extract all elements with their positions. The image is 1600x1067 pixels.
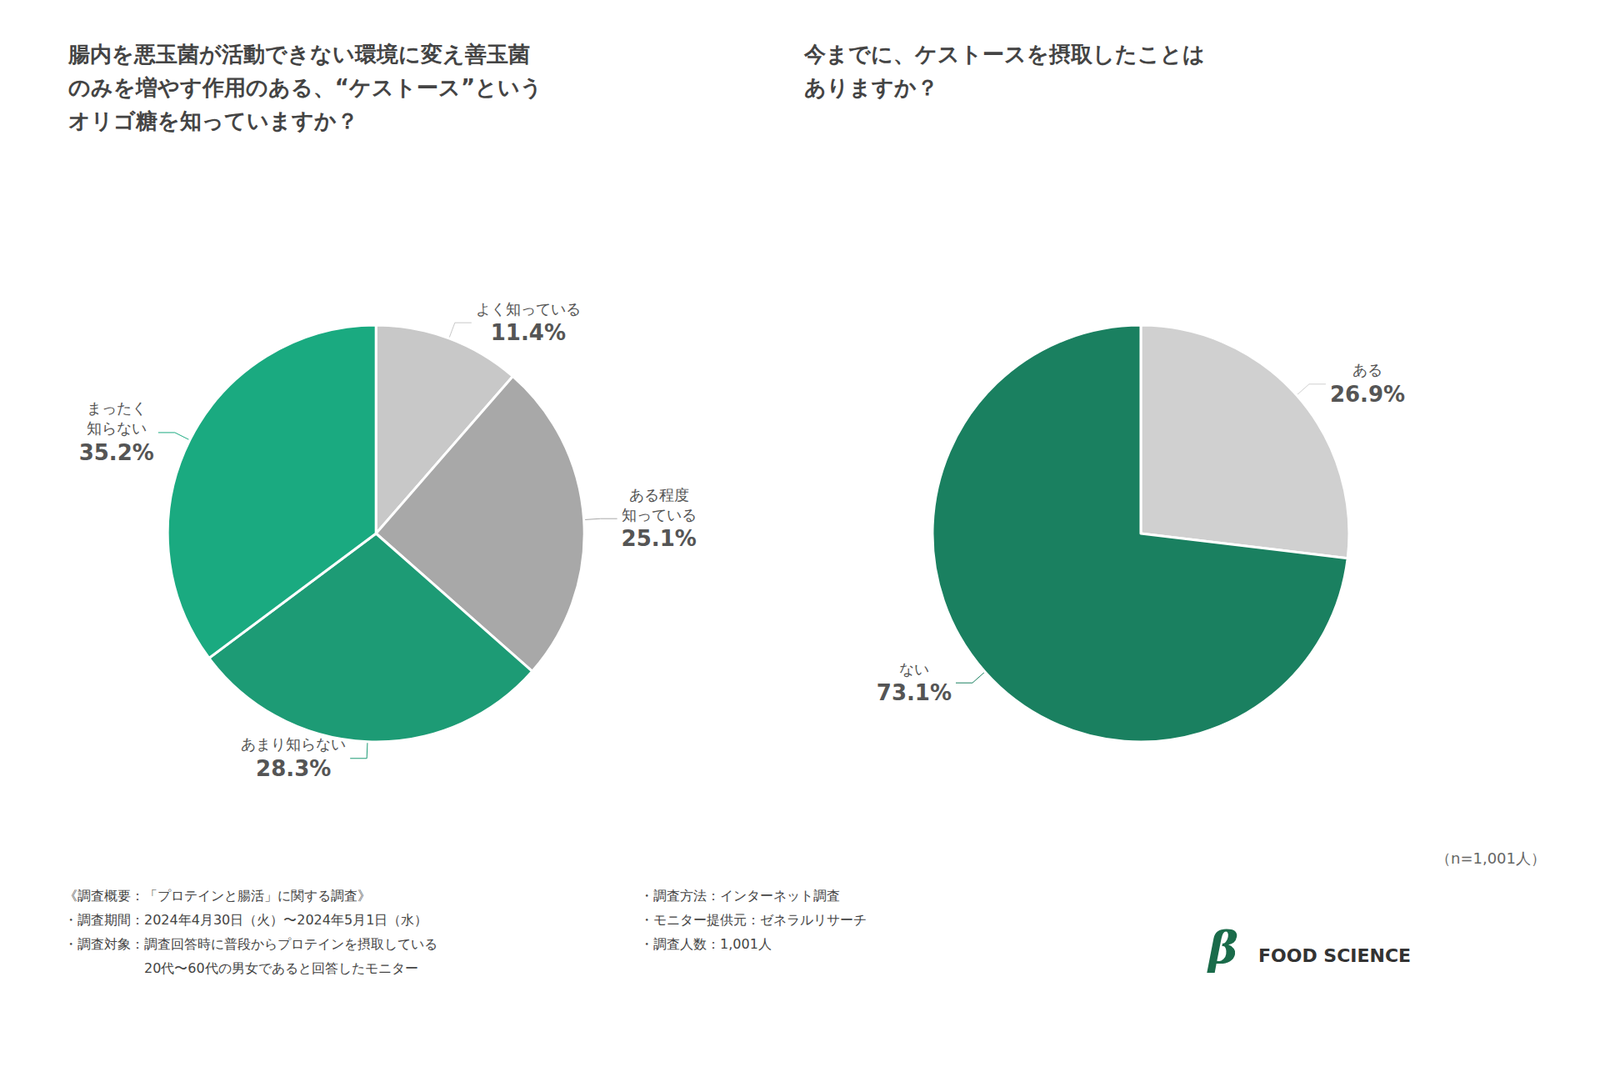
svg-text:ある程度: ある程度 <box>629 485 690 504</box>
svg-text:あまり知らない: あまり知らない <box>240 735 346 753</box>
svg-text:・調査期間：2024年4月30日（火）〜2024年5月1日（: ・調査期間：2024年4月30日（火）〜2024年5月1日（水） <box>64 911 428 928</box>
svg-text:・調査対象：調査回答時に普段からプロテインを摂取している: ・調査対象：調査回答時に普段からプロテインを摂取している <box>64 935 438 952</box>
svg-text:今までに、ケストースを摂取したことは: 今までに、ケストースを摂取したことは <box>803 41 1205 67</box>
svg-text:FOOD SCIENCE: FOOD SCIENCE <box>1258 945 1411 966</box>
svg-text:ない: ない <box>899 660 930 678</box>
svg-text:26.9%: 26.9% <box>1330 381 1405 407</box>
svg-text:ありますか？: ありますか？ <box>804 75 939 100</box>
svg-text:・モニター提供元：ゼネラルリサーチ: ・モニター提供元：ゼネラルリサーチ <box>640 911 867 928</box>
svg-text:β: β <box>1206 920 1239 975</box>
svg-text:11.4%: 11.4% <box>490 320 566 345</box>
svg-text:73.1%: 73.1% <box>876 680 952 705</box>
svg-text:のみを増やす作用のある、“ケストース”という: のみを増やす作用のある、“ケストース”という <box>68 75 543 100</box>
svg-text:まったく: まったく <box>86 399 147 417</box>
svg-text:よく知っている: よく知っている <box>475 300 581 318</box>
svg-text:ある: ある <box>1352 360 1383 379</box>
svg-text:・調査人数：1,001人: ・調査人数：1,001人 <box>640 935 772 952</box>
svg-text:オリゴ糖を知っていますか？: オリゴ糖を知っていますか？ <box>68 108 359 134</box>
svg-text:知っている: 知っている <box>621 505 697 524</box>
svg-text:（n=1,001人）: （n=1,001人） <box>1435 849 1546 867</box>
svg-text:知らない: 知らない <box>86 419 147 437</box>
svg-text:腸内を悪玉菌が活動できない環境に変え善玉菌: 腸内を悪玉菌が活動できない環境に変え善玉菌 <box>67 41 530 67</box>
svg-text:《調査概要：「プロテインと腸活」に関する調査》: 《調査概要：「プロテインと腸活」に関する調査》 <box>64 887 371 904</box>
svg-text:20代〜60代の男女であると回答したモニター: 20代〜60代の男女であると回答したモニター <box>64 960 419 976</box>
svg-text:25.1%: 25.1% <box>621 525 697 551</box>
svg-text:35.2%: 35.2% <box>79 440 155 465</box>
svg-text:・調査方法：インターネット調査: ・調査方法：インターネット調査 <box>640 887 840 904</box>
svg-text:28.3%: 28.3% <box>255 755 331 781</box>
